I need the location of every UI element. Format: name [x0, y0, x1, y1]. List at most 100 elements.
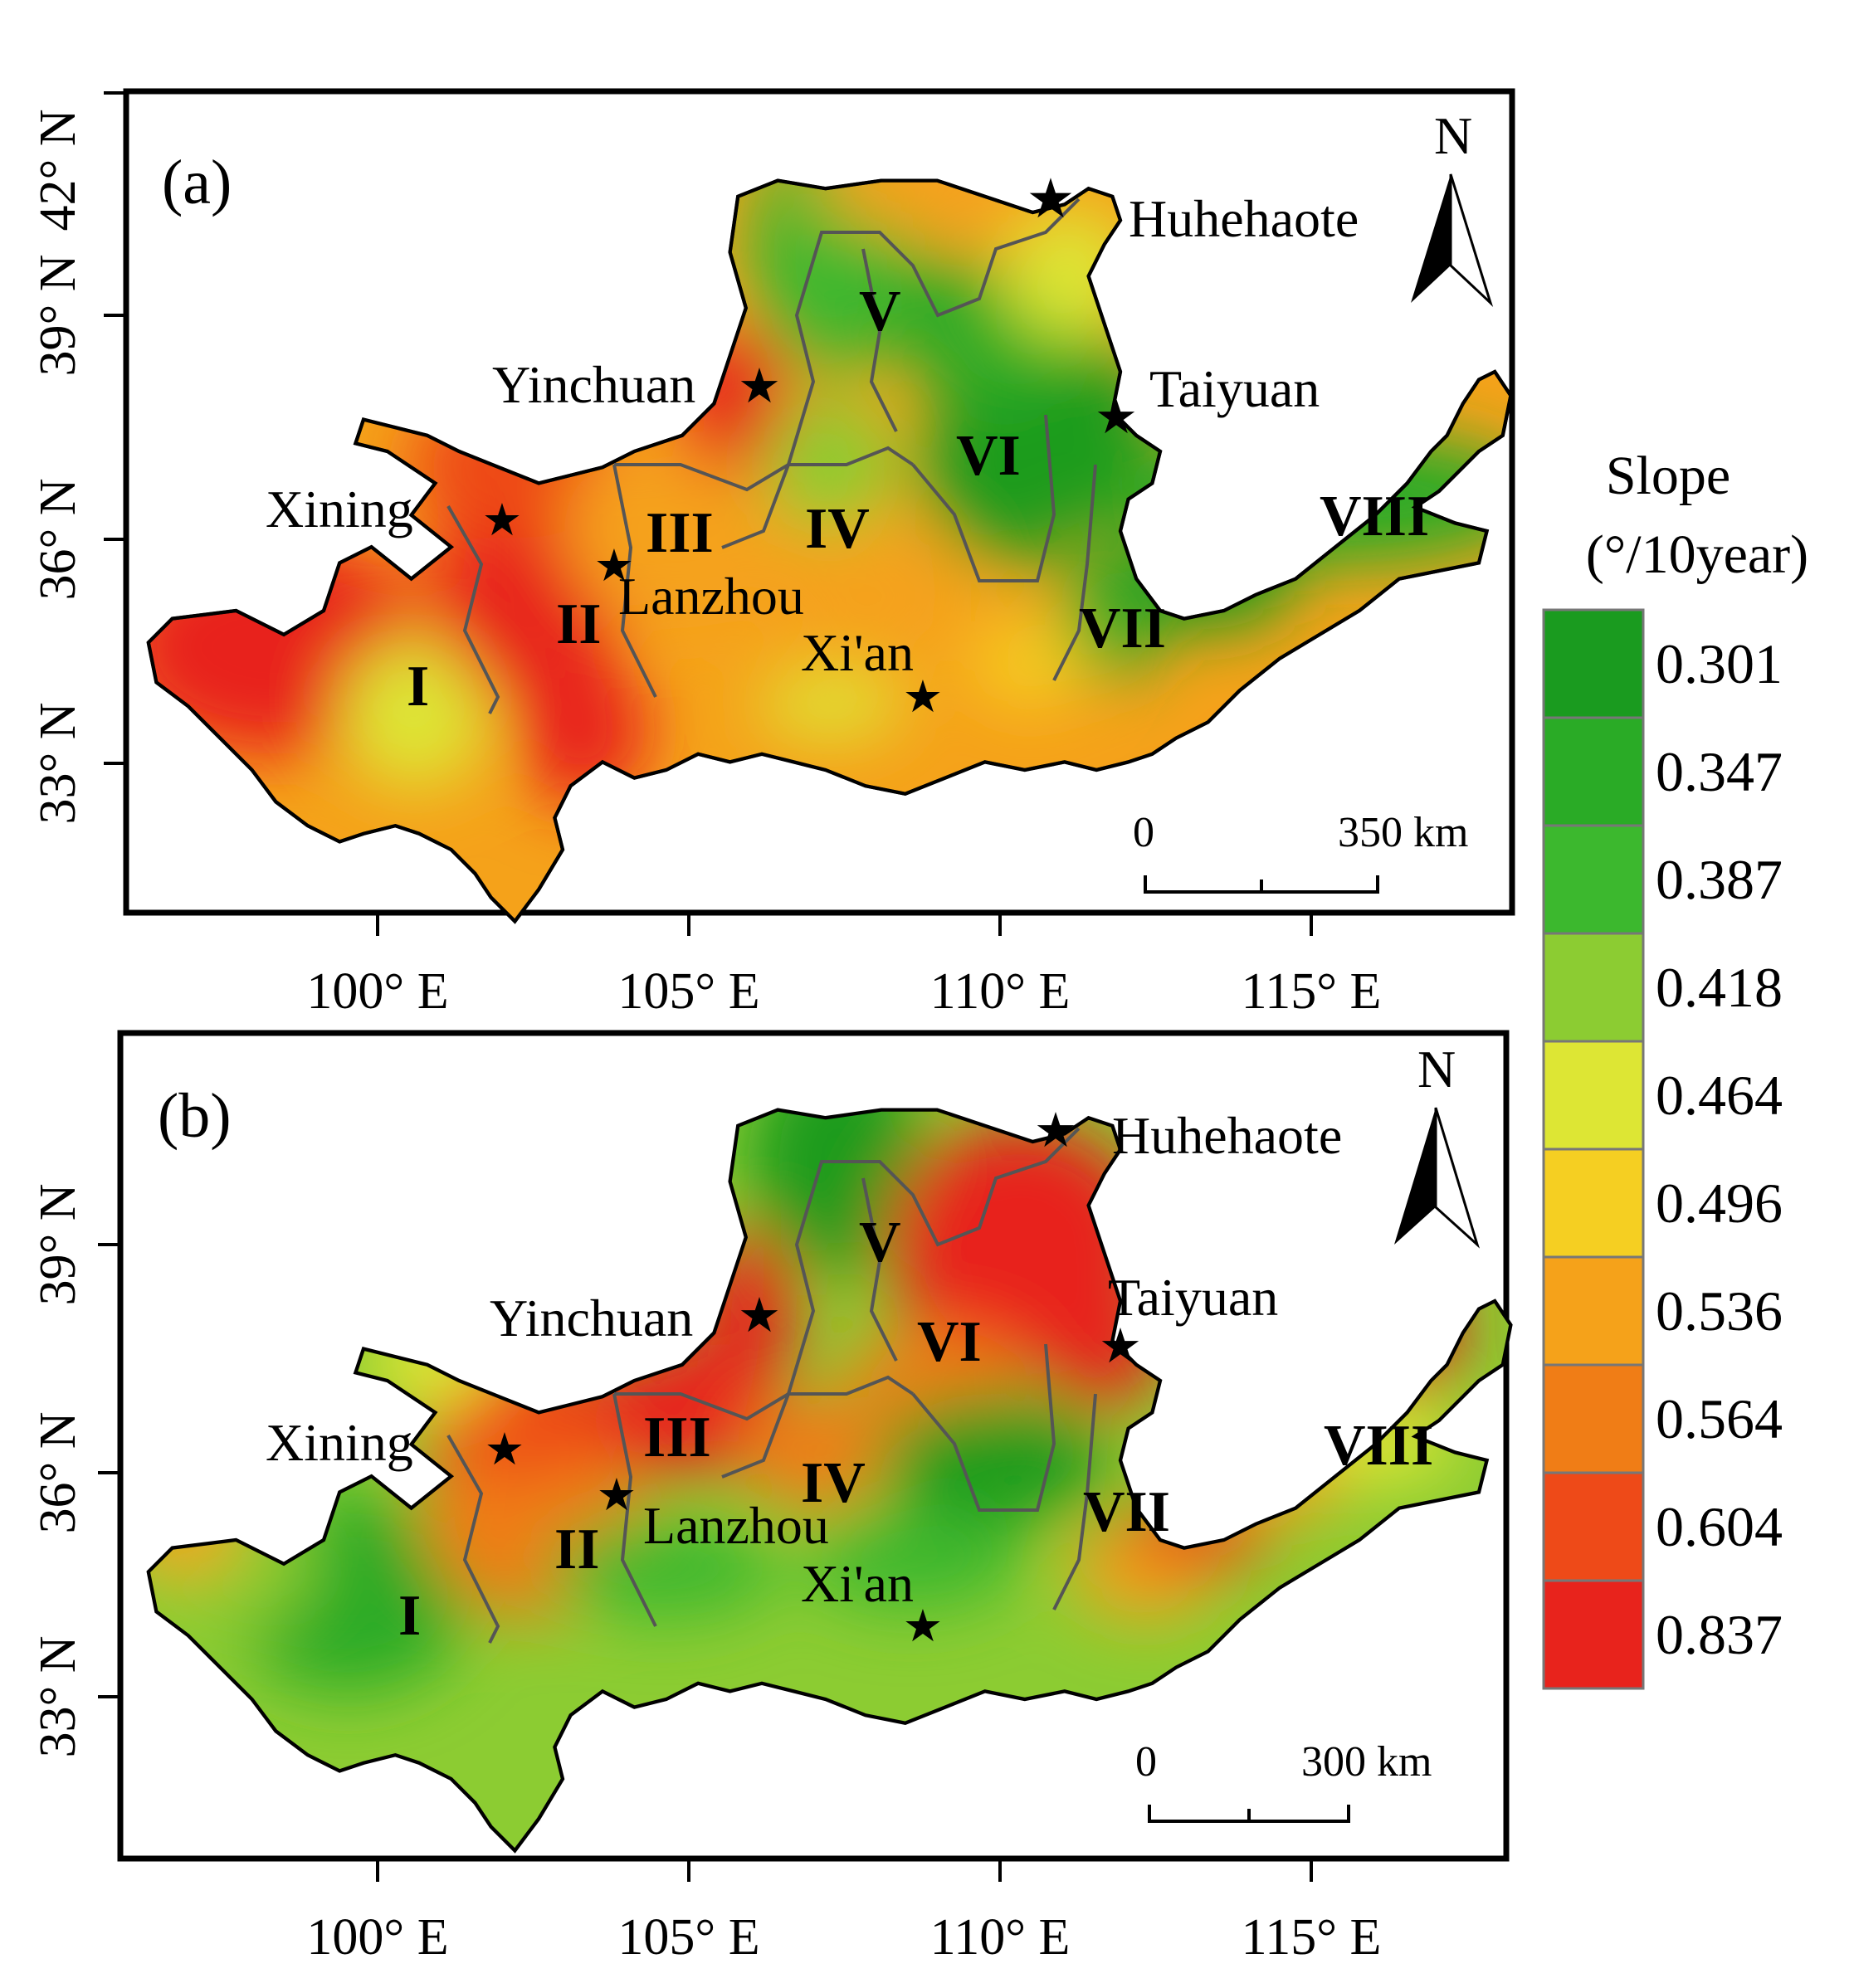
- city-label-taiyuan: Taiyuan: [1108, 1268, 1278, 1327]
- panel-a-scale-start: 0: [1133, 809, 1154, 856]
- panel-a-north-arrow: N: [1411, 106, 1494, 307]
- city-star: ★: [485, 1425, 524, 1474]
- legend-title: Slope: [1606, 446, 1730, 506]
- legend-swatch: [1542, 1471, 1645, 1582]
- region-label-i: I: [407, 655, 429, 719]
- legend-value: 0.301: [1656, 632, 1783, 695]
- panel-a-lon-ticks: 100° E 105° E 110° E 115° E: [306, 913, 1381, 1020]
- city-star: ★: [1034, 1104, 1077, 1157]
- lat-tick: 42° N: [30, 109, 86, 231]
- legend-value: 0.347: [1656, 740, 1783, 803]
- legend-swatch: [1542, 1255, 1645, 1367]
- panel-b-regions: I II III IV V VI VII VIII: [398, 1211, 1433, 1648]
- legend-value: 0.418: [1656, 956, 1783, 1019]
- region-label-iv: IV: [801, 1451, 866, 1515]
- region-label-vi: VI: [917, 1310, 982, 1374]
- panel-b-scale-end: 300 km: [1301, 1738, 1432, 1786]
- city-star: ★: [738, 359, 781, 413]
- lon-tick: 110° E: [930, 1909, 1071, 1966]
- region-label-iii: III: [643, 1406, 711, 1469]
- lon-tick: 105° E: [617, 963, 759, 1020]
- city-label-xining: Xining: [266, 1413, 413, 1472]
- panel-a-scale-end: 350 km: [1338, 809, 1468, 856]
- legend-value: 0.496: [1656, 1172, 1783, 1235]
- legend-swatch: [1542, 824, 1645, 935]
- lat-tick: 33° N: [30, 702, 86, 824]
- legend-value: 0.837: [1656, 1603, 1783, 1666]
- city-label-xian: Xi'an: [801, 1554, 914, 1613]
- legend-swatch: [1542, 608, 1645, 719]
- legend-swatch: [1542, 1363, 1645, 1474]
- legend-swatch: [1542, 1579, 1645, 1690]
- region-label-i: I: [398, 1584, 421, 1648]
- legend-value: 0.387: [1656, 848, 1783, 911]
- legend-value: 0.604: [1656, 1495, 1783, 1558]
- panel-a-region-boundaries: [446, 197, 1097, 714]
- region-label-vii: VII: [1083, 1480, 1170, 1544]
- region-label-v: V: [859, 1211, 901, 1274]
- panel-a-cities: ★ Huhehaote ★ Taiyuan ★ Yinchuan ★ Xinin…: [266, 169, 1359, 722]
- city-label-huhehaote: Huhehaote: [1129, 189, 1359, 248]
- region-label-viii: VIII: [1320, 485, 1429, 548]
- panel-a-scale-bar: 0 350 km: [1133, 809, 1468, 894]
- region-label-ii: II: [554, 1518, 599, 1581]
- lon-tick: 100° E: [306, 963, 448, 1020]
- city-star: ★: [903, 1601, 943, 1651]
- panel-a-basin-outline: [146, 178, 1513, 924]
- legend-unit: (°/10year): [1586, 524, 1808, 585]
- city-label-xining: Xining: [266, 480, 413, 538]
- city-label-yinchuan: Yinchuan: [492, 355, 695, 414]
- region-label-v: V: [859, 280, 901, 344]
- panel-b-lon-ticks: 100° E 105° E 110° E 115° E: [306, 1859, 1381, 1966]
- panel-b-scale-start: 0: [1135, 1738, 1157, 1786]
- city-label-lanzhou: Lanzhou: [643, 1496, 829, 1555]
- lat-tick: 36° N: [30, 1411, 86, 1533]
- city-star: ★: [1026, 169, 1075, 230]
- legend-swatch: [1542, 1040, 1645, 1151]
- lon-tick: 100° E: [306, 1909, 448, 1966]
- lat-tick: 39° N: [30, 254, 86, 376]
- lon-tick: 105° E: [617, 1909, 759, 1966]
- panel-a-regions: I II III IV V VI VII VIII: [407, 280, 1429, 719]
- legend-value: 0.564: [1656, 1387, 1783, 1450]
- city-star: ★: [738, 1289, 781, 1342]
- panel-b-map: (b) N 0 300 km ★ Huhehaote ★ Taiyuan ★ Y…: [30, 1030, 1513, 1966]
- region-label-iv: IV: [805, 497, 870, 561]
- panel-b-lat-ticks: 39° N 36° N 33° N: [30, 1183, 120, 1758]
- legend: Slope (°/10year) 0.301 0.347 0.387 0.418 0.4…: [1542, 446, 1808, 1690]
- lat-tick: 36° N: [30, 478, 86, 600]
- city-star: ★: [594, 541, 634, 591]
- region-label-ii: II: [556, 592, 601, 656]
- panel-b-north-label: N: [1417, 1040, 1456, 1099]
- panel-b-region-boundaries: [446, 1127, 1097, 1644]
- city-star: ★: [1099, 1319, 1142, 1373]
- lon-tick: 115° E: [1242, 963, 1382, 1020]
- lat-tick: 39° N: [30, 1183, 86, 1305]
- panel-b-label: (b): [158, 1081, 232, 1151]
- panel-b-basin-outline: [146, 1108, 1513, 1854]
- city-label-xian: Xi'an: [801, 623, 914, 682]
- legend-values: 0.301 0.347 0.387 0.418 0.464 0.496 0.536 0.564…: [1656, 632, 1783, 1666]
- region-label-iii: III: [646, 501, 714, 565]
- legend-swatch: [1542, 932, 1645, 1043]
- city-label-yinchuan: Yinchuan: [490, 1289, 693, 1347]
- city-label-lanzhou: Lanzhou: [618, 567, 804, 626]
- panel-b-frame: [117, 1030, 1510, 1862]
- legend-swatch: [1542, 716, 1645, 827]
- panel-b-cities: ★ Huhehaote ★ Taiyuan ★ Yinchuan ★ Xinin…: [266, 1104, 1342, 1651]
- panel-a-lat-ticks: 42° N 39° N 36° N 33° N: [30, 91, 126, 825]
- lon-tick: 110° E: [930, 963, 1071, 1020]
- legend-value: 0.536: [1656, 1279, 1783, 1342]
- panel-b-north-arrow: N: [1394, 1040, 1480, 1249]
- region-label-viii: VIII: [1324, 1414, 1433, 1478]
- panel-a-label: (a): [162, 148, 232, 217]
- region-label-vi: VI: [956, 424, 1021, 488]
- region-label-vii: VII: [1079, 597, 1166, 660]
- panel-a-north-label: N: [1434, 106, 1472, 165]
- city-star: ★: [597, 1470, 637, 1520]
- city-star: ★: [903, 672, 943, 722]
- legend-swatch: [1542, 1147, 1645, 1259]
- legend-swatches: [1542, 608, 1645, 1690]
- panel-a-frame: [123, 88, 1515, 916]
